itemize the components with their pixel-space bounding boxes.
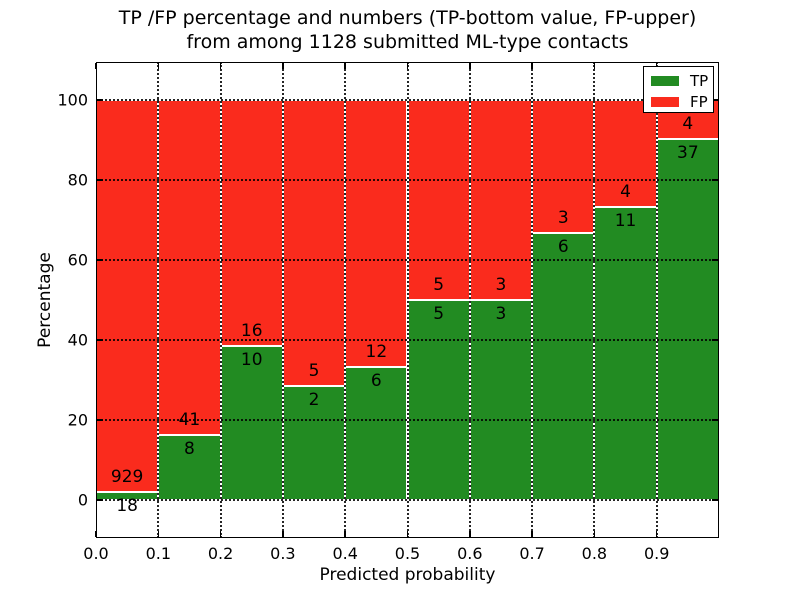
legend-entry-tp: TP	[651, 71, 709, 90]
x-tick-label: 0.0	[83, 544, 109, 563]
x-tick-label: 0.2	[207, 544, 234, 563]
legend-swatch-tp	[651, 76, 679, 86]
y-axis-label: Percentage	[35, 252, 55, 348]
legend-label-tp: TP	[690, 71, 709, 90]
legend-swatch-fp	[651, 97, 679, 107]
chart-title-line2: from among 1128 submitted ML-type contac…	[186, 31, 629, 53]
plot-frame	[96, 62, 719, 538]
x-tick-label: 0.1	[145, 544, 172, 563]
y-tick-label: 20	[67, 410, 88, 430]
legend-label-fp: FP	[690, 92, 708, 111]
x-tick-label: 0.4	[332, 544, 358, 563]
y-tick-label: 0	[77, 490, 88, 510]
legend: TP FP	[643, 66, 714, 113]
y-tick-label: 100	[57, 90, 88, 110]
chart-title-line1: TP /FP percentage and numbers (TP-bottom…	[118, 7, 697, 29]
y-tick-label: 80	[67, 170, 88, 190]
x-tick-label: 0.9	[643, 544, 670, 563]
x-tick-label: 0.5	[394, 544, 421, 563]
x-tick-label: 0.6	[457, 544, 483, 563]
x-tick-label: 0.8	[581, 544, 608, 563]
chart-title: TP /FP percentage and numbers (TP-bottom…	[96, 6, 719, 54]
legend-entry-fp: FP	[651, 92, 708, 111]
x-axis-label: Predicted probability	[319, 565, 496, 585]
x-tick-label: 0.7	[519, 544, 545, 563]
x-tick-label: 0.3	[270, 544, 296, 563]
